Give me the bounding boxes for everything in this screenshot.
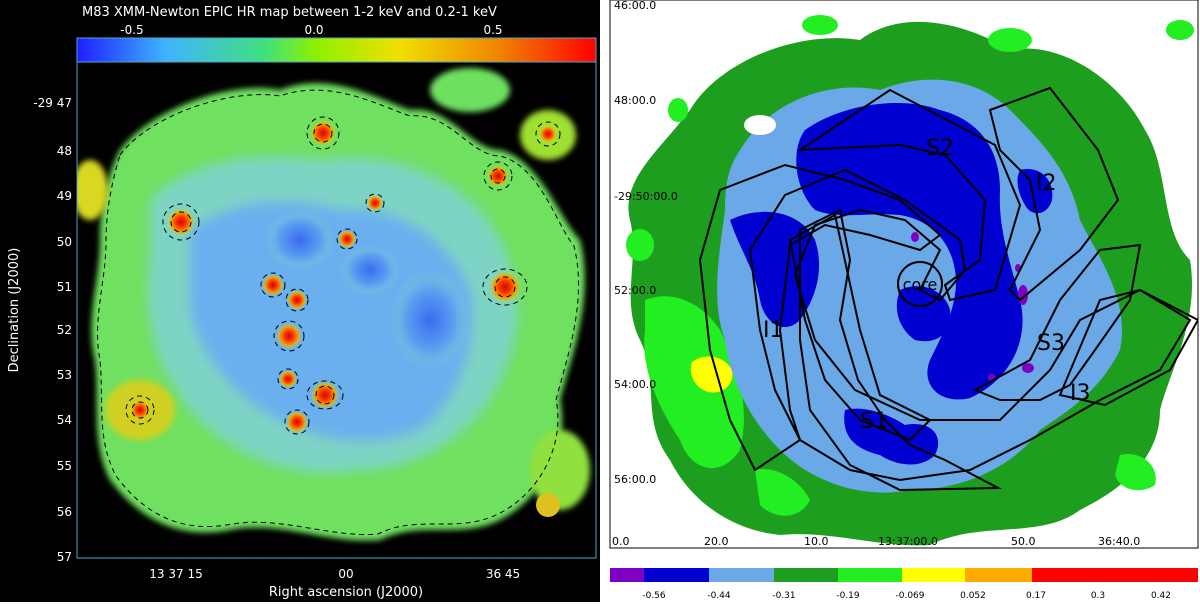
right-y-tick: 52:00.0 <box>614 284 656 297</box>
right-y-tick: 54:00.0 <box>614 378 656 391</box>
right-colorbar-swatch <box>965 568 1032 582</box>
right-colorbar-swatch <box>1032 568 1198 582</box>
right-colorbar-swatch <box>774 568 838 582</box>
right-x-tick: 20.0 <box>704 535 729 548</box>
right-x-tick: 36:40.0 <box>1098 535 1140 548</box>
hr-map-left-svg: M83 XMM-Newton EPIC HR map between 1-2 k… <box>7 5 597 600</box>
label-i2: I2 <box>1036 171 1057 196</box>
region-outlines <box>698 86 1198 492</box>
left-y-tick: -29 47 <box>33 96 72 110</box>
left-x-tick: 00 <box>338 567 353 581</box>
right-y-tick: 48:00.0 <box>614 94 656 107</box>
right-colorbar-label: 0.052 <box>960 591 986 601</box>
right-colorbar-label: 0.42 <box>1151 591 1171 601</box>
right-colorbar-label: 0.17 <box>1026 591 1046 601</box>
left-y-tick: 55 <box>57 459 72 473</box>
right-y-tick: 46:00.0 <box>614 0 656 12</box>
region-core <box>897 261 943 307</box>
left-y-tick: 49 <box>57 189 72 203</box>
right-x-axis: 0.0 20.0 10.0 13:37:00.0 50.0 36:40.0 <box>612 535 1140 548</box>
left-colorbar-tick: 0.5 <box>483 23 502 37</box>
left-y-tick: 53 <box>57 368 72 382</box>
right-colorbar-label: -0.19 <box>836 591 860 601</box>
right-colorbar: -0.56 -0.44 -0.31 -0.19 -0.069 0.052 0.1… <box>610 568 1198 601</box>
right-map-image: S2 I2 core S3 I1 I3 S1 <box>610 0 1198 548</box>
region-i1-outer <box>748 168 1192 482</box>
left-y-tick: 50 <box>57 235 72 249</box>
right-colorbar-swatch <box>644 568 709 582</box>
right-colorbar-swatch <box>709 568 774 582</box>
label-core: core <box>903 275 938 294</box>
region-i3 <box>1058 288 1198 407</box>
right-x-tick: 13:37:00.0 <box>878 535 938 548</box>
left-y-tick: 57 <box>57 550 72 564</box>
hr-map-right-panel: S2 I2 core S3 I1 I3 S1 46:00.0 48:00.0 -… <box>600 0 1200 602</box>
label-i1: I1 <box>763 318 784 343</box>
right-y-tick: 56:00.0 <box>614 473 656 486</box>
left-y-axis: -29 47 48 49 50 51 52 53 54 55 56 57 Dec… <box>7 96 72 564</box>
right-y-tick: -29:50:00.0 <box>614 190 678 203</box>
hr-map-left-panel: M83 XMM-Newton EPIC HR map between 1-2 k… <box>0 0 600 602</box>
label-s3: S3 <box>1037 331 1065 356</box>
region-i2 <box>988 86 1120 302</box>
left-y-tick: 48 <box>57 144 72 158</box>
hr-map-right-svg: S2 I2 core S3 I1 I3 S1 46:00.0 48:00.0 -… <box>609 0 1199 601</box>
left-y-tick: 56 <box>57 505 72 519</box>
right-colorbar-label: -0.069 <box>895 591 924 601</box>
left-x-tick: 36 45 <box>486 567 520 581</box>
region-s3 <box>972 243 1142 401</box>
label-s1: S1 <box>860 409 888 434</box>
left-y-label: Declination (J2000) <box>7 248 22 373</box>
left-x-tick: 13 37 15 <box>149 567 202 581</box>
left-colorbar-tick: -0.5 <box>120 23 143 37</box>
region-s1 <box>799 208 1002 492</box>
right-colorbar-swatch <box>902 568 965 582</box>
right-colorbar-label: -0.44 <box>707 591 731 601</box>
right-x-tick: 0.0 <box>612 535 630 548</box>
region-i1 <box>698 163 942 472</box>
right-x-tick: 50.0 <box>1011 535 1036 548</box>
right-x-tick: 10.0 <box>804 535 829 548</box>
left-colorbar: -0.5 0.0 0.5 <box>76 23 597 64</box>
left-colorbar-gradient <box>76 37 597 64</box>
right-colorbar-swatch <box>610 568 644 582</box>
right-y-axis: 46:00.0 48:00.0 -29:50:00.0 52:00.0 54:0… <box>614 0 678 486</box>
left-x-label: Right ascension (J2000) <box>269 585 423 600</box>
left-map-title: M83 XMM-Newton EPIC HR map between 1-2 k… <box>82 5 497 20</box>
left-y-tick: 52 <box>57 323 72 337</box>
left-colorbar-tick: 0.0 <box>304 23 323 37</box>
left-y-tick: 54 <box>57 413 72 427</box>
left-x-axis: 13 37 15 00 36 45 Right ascension (J2000… <box>149 567 520 600</box>
right-colorbar-label: -0.31 <box>772 591 795 601</box>
label-s2: S2 <box>926 136 954 161</box>
right-colorbar-label: -0.56 <box>642 591 666 601</box>
left-y-tick: 51 <box>57 280 72 294</box>
region-labels: S2 I2 core S3 I1 I3 S1 <box>763 136 1091 434</box>
left-map-image <box>77 62 596 558</box>
right-colorbar-label: 0.3 <box>1091 591 1105 601</box>
label-i3: I3 <box>1070 381 1091 406</box>
right-colorbar-swatch <box>838 568 902 582</box>
